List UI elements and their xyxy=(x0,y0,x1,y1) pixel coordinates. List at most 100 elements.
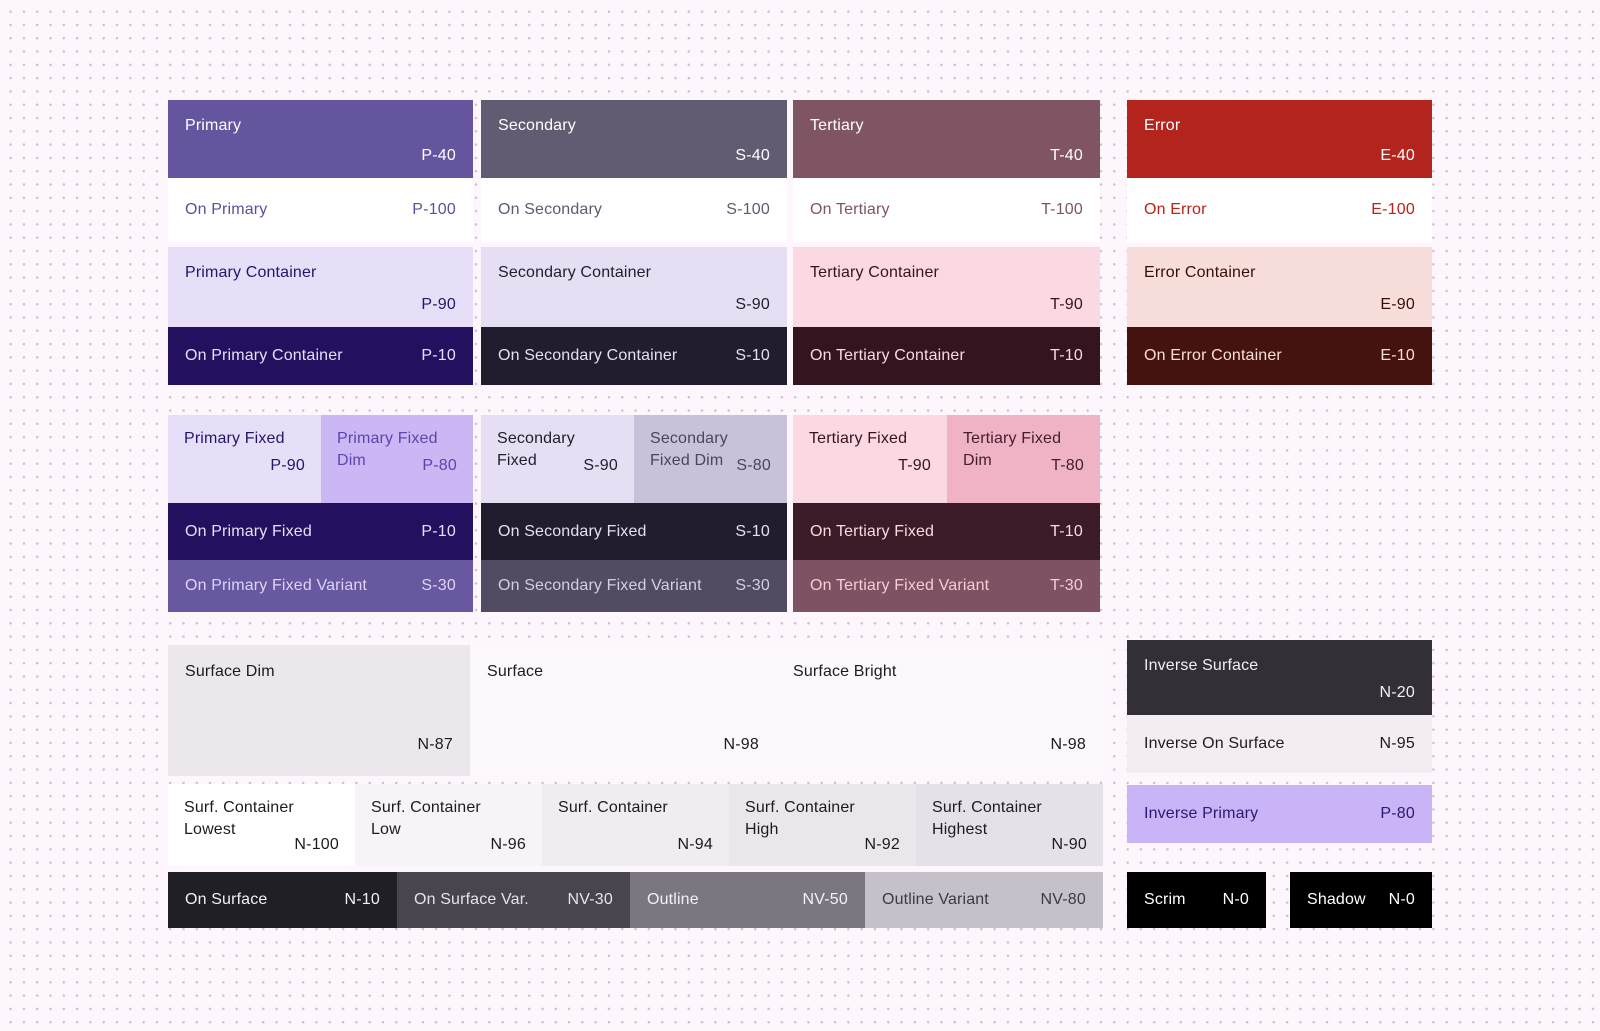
swatch-on-secondary-container: On Secondary Container S-10 xyxy=(481,327,787,385)
swatch-label: Scrim xyxy=(1144,891,1186,909)
swatch-secondary-fixed-dim: Secondary Fixed Dim S-80 xyxy=(634,415,787,503)
swatch-on-secondary: On Secondary S-100 xyxy=(481,178,787,242)
swatch-value: T-100 xyxy=(1041,201,1083,218)
swatch-value: S-30 xyxy=(735,577,770,594)
swatch-value: P-80 xyxy=(1380,805,1415,822)
swatch-label: On Tertiary Container xyxy=(810,347,965,365)
swatch-value: P-40 xyxy=(421,147,456,164)
swatch-value: E-40 xyxy=(1380,147,1415,164)
swatch-surface-container-lowest: Surf. Container Lowest N-100 xyxy=(168,784,355,866)
swatch-label: On Error xyxy=(1144,201,1207,219)
swatch-inverse-primary: Inverse Primary P-80 xyxy=(1127,785,1432,843)
swatch-secondary-container: Secondary Container S-90 xyxy=(481,247,787,327)
swatch-value: N-90 xyxy=(1051,836,1087,853)
swatch-on-error: On Error E-100 xyxy=(1127,178,1432,242)
swatch-label: On Primary Fixed Variant xyxy=(185,577,368,595)
swatch-value: T-80 xyxy=(1051,457,1084,474)
swatch-on-primary: On Primary P-100 xyxy=(168,178,473,242)
swatch-label: Secondary xyxy=(498,117,576,134)
swatch-value: T-10 xyxy=(1050,522,1083,540)
swatch-label: Tertiary Fixed xyxy=(809,430,908,447)
swatch-label: On Secondary xyxy=(498,201,603,219)
swatch-value: S-30 xyxy=(421,577,456,594)
swatch-label: On Primary xyxy=(185,201,268,219)
swatch-value: S-90 xyxy=(735,296,770,313)
swatch-label: Primary Fixed xyxy=(184,430,285,447)
swatch-value: N-0 xyxy=(1388,891,1415,908)
swatch-outline-variant: Outline Variant NV-80 xyxy=(865,872,1103,928)
swatch-primary-fixed: Primary Fixed P-90 xyxy=(168,415,321,503)
swatch-surface-container-low: Surf. Container Low N-96 xyxy=(355,784,542,866)
swatch-value: N-10 xyxy=(344,891,380,908)
swatch-primary-fixed-dim: Primary Fixed Dim P-80 xyxy=(321,415,473,503)
swatch-label: Surface xyxy=(487,663,544,680)
swatch-primary: Primary P-40 xyxy=(168,100,473,178)
swatch-on-tertiary-fixed: On Tertiary Fixed T-10 xyxy=(793,503,1100,560)
swatch-value: S-40 xyxy=(735,147,770,164)
swatch-inverse-on-surface: Inverse On Surface N-95 xyxy=(1127,715,1432,773)
swatch-label: On Secondary Fixed xyxy=(498,522,647,540)
swatch-value: E-90 xyxy=(1380,296,1415,313)
swatch-on-surface: On Surface N-10 xyxy=(168,872,397,928)
swatch-label: On Surface Var. xyxy=(414,891,529,909)
swatch-label: On Tertiary Fixed Variant xyxy=(810,577,990,595)
swatch-value: T-10 xyxy=(1050,347,1083,364)
swatch-on-secondary-fixed-variant: On Secondary Fixed Variant S-30 xyxy=(481,560,787,612)
swatch-value: S-90 xyxy=(583,457,618,474)
swatch-surface-dim: Surface Dim N-87 xyxy=(168,645,470,776)
swatch-value: E-100 xyxy=(1371,201,1415,218)
swatch-value: T-40 xyxy=(1050,147,1083,164)
swatch-label: Shadow xyxy=(1307,891,1366,909)
swatch-primary-container: Primary Container P-90 xyxy=(168,247,473,327)
swatch-scrim: Scrim N-0 xyxy=(1127,872,1266,928)
swatch-label: Surf. Container Lowest xyxy=(184,799,294,838)
swatch-on-primary-fixed-variant: On Primary Fixed Variant S-30 xyxy=(168,560,473,612)
swatch-surface-container: Surf. Container N-94 xyxy=(542,784,729,866)
swatch-value: N-98 xyxy=(1050,736,1086,753)
swatch-on-tertiary-fixed-variant: On Tertiary Fixed Variant T-30 xyxy=(793,560,1100,612)
swatch-tertiary: Tertiary T-40 xyxy=(793,100,1100,178)
swatch-surface-container-highest: Surf. Container Highest N-90 xyxy=(916,784,1103,866)
swatch-surface-bright: Surface Bright N-98 xyxy=(776,645,1103,776)
swatch-label: Tertiary xyxy=(810,117,864,134)
swatch-label: Primary Fixed Dim xyxy=(337,430,438,469)
swatch-surface: Surface N-98 xyxy=(470,645,776,776)
swatch-secondary: Secondary S-40 xyxy=(481,100,787,178)
swatch-on-surface-variant: On Surface Var. NV-30 xyxy=(397,872,630,928)
swatch-value: T-90 xyxy=(898,457,931,474)
swatch-value: P-80 xyxy=(422,457,457,474)
swatch-value: P-10 xyxy=(421,347,456,364)
swatch-error-container: Error Container E-90 xyxy=(1127,247,1432,327)
swatch-label: Inverse Surface xyxy=(1144,657,1259,674)
swatch-secondary-fixed: Secondary Fixed S-90 xyxy=(481,415,634,503)
swatch-on-secondary-fixed: On Secondary Fixed S-10 xyxy=(481,503,787,560)
swatch-label: On Tertiary Fixed xyxy=(810,522,935,540)
swatch-label: Surf. Container Low xyxy=(371,799,481,838)
swatch-value: N-0 xyxy=(1222,891,1249,908)
swatch-value: NV-30 xyxy=(567,891,613,908)
swatch-label: Surf. Container Highest xyxy=(932,799,1042,838)
swatch-label: Inverse On Surface xyxy=(1144,735,1285,753)
swatch-label: Surface Dim xyxy=(185,663,275,680)
swatch-tertiary-container: Tertiary Container T-90 xyxy=(793,247,1100,327)
swatch-label: Surf. Container xyxy=(558,799,668,816)
swatch-label: On Primary Container xyxy=(185,347,343,365)
swatch-label: Error Container xyxy=(1144,264,1256,281)
swatch-label: Secondary Container xyxy=(498,264,652,281)
swatch-shadow: Shadow N-0 xyxy=(1290,872,1432,928)
swatch-value: P-90 xyxy=(421,296,456,313)
swatch-label: Primary Container xyxy=(185,264,317,281)
swatch-value: E-10 xyxy=(1380,347,1415,364)
swatch-label: On Error Container xyxy=(1144,347,1282,365)
swatch-tertiary-fixed-dim: Tertiary Fixed Dim T-80 xyxy=(947,415,1100,503)
swatch-tertiary-fixed: Tertiary Fixed T-90 xyxy=(793,415,947,503)
swatch-value: S-10 xyxy=(735,522,770,540)
swatch-label: On Tertiary xyxy=(810,201,890,219)
swatch-on-error-container: On Error Container E-10 xyxy=(1127,327,1432,385)
swatch-on-tertiary-container: On Tertiary Container T-10 xyxy=(793,327,1100,385)
swatch-value: P-90 xyxy=(270,457,305,474)
swatch-label: Inverse Primary xyxy=(1144,805,1259,823)
swatch-value: S-100 xyxy=(726,201,770,218)
swatch-label: Secondary Fixed Dim xyxy=(650,430,728,469)
